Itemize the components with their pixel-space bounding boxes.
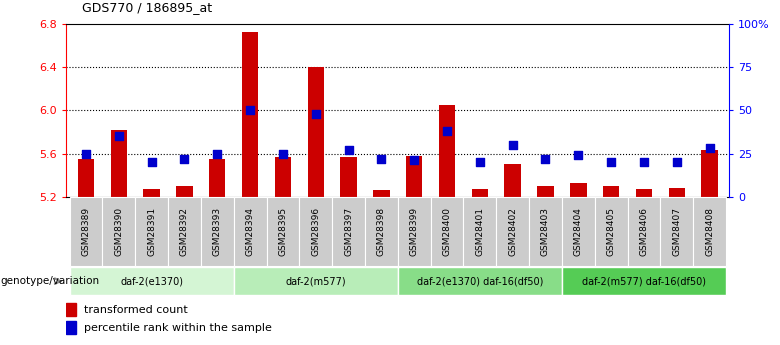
- Bar: [594, 197, 628, 266]
- Bar: [570, 183, 587, 197]
- Bar: [242, 32, 258, 197]
- Bar: [69, 267, 234, 295]
- Bar: [496, 197, 529, 266]
- Bar: [209, 159, 225, 197]
- Point: [506, 142, 519, 148]
- Bar: [693, 197, 726, 266]
- Bar: [398, 267, 562, 295]
- Bar: [373, 190, 389, 197]
- Bar: [562, 197, 594, 266]
- Bar: [603, 186, 619, 197]
- Bar: [636, 189, 652, 197]
- Bar: [439, 105, 456, 197]
- Text: GSM28391: GSM28391: [147, 207, 156, 256]
- Bar: [472, 189, 488, 197]
- Text: GSM28397: GSM28397: [344, 207, 353, 256]
- Text: GSM28403: GSM28403: [541, 207, 550, 256]
- Text: GSM28400: GSM28400: [442, 207, 452, 256]
- Bar: [529, 197, 562, 266]
- Text: GSM28392: GSM28392: [180, 207, 189, 256]
- Text: GSM28401: GSM28401: [475, 207, 484, 256]
- Point: [342, 147, 355, 153]
- Bar: [201, 197, 234, 266]
- Bar: [300, 197, 332, 266]
- Point: [145, 159, 158, 165]
- Bar: [431, 197, 463, 266]
- Text: daf-2(m577) daf-16(df50): daf-2(m577) daf-16(df50): [582, 276, 706, 286]
- Text: daf-2(e1370): daf-2(e1370): [120, 276, 183, 286]
- Text: GSM28395: GSM28395: [278, 207, 287, 256]
- Bar: [406, 156, 423, 197]
- Text: GSM28407: GSM28407: [672, 207, 681, 256]
- Text: genotype/variation: genotype/variation: [1, 276, 100, 286]
- Text: GSM28408: GSM28408: [705, 207, 714, 256]
- Bar: [111, 130, 127, 197]
- Text: GSM28390: GSM28390: [115, 207, 123, 256]
- Bar: [66, 322, 76, 334]
- Text: percentile rank within the sample: percentile rank within the sample: [84, 323, 271, 333]
- Bar: [463, 197, 496, 266]
- Bar: [661, 197, 693, 266]
- Bar: [398, 197, 431, 266]
- Text: GDS770 / 186895_at: GDS770 / 186895_at: [82, 1, 212, 14]
- Point: [244, 108, 257, 113]
- Bar: [267, 197, 300, 266]
- Bar: [340, 157, 356, 197]
- Text: GSM28398: GSM28398: [377, 207, 386, 256]
- Bar: [332, 197, 365, 266]
- Point: [408, 158, 420, 163]
- Point: [310, 111, 322, 117]
- Text: GSM28399: GSM28399: [410, 207, 419, 256]
- Point: [605, 159, 618, 165]
- Bar: [275, 157, 291, 197]
- Text: GSM28405: GSM28405: [607, 207, 615, 256]
- Bar: [135, 197, 168, 266]
- Point: [277, 151, 289, 156]
- Point: [572, 152, 584, 158]
- Point: [178, 156, 190, 161]
- Point: [211, 151, 224, 156]
- Point: [441, 128, 453, 134]
- Point: [375, 156, 388, 161]
- Text: GSM28393: GSM28393: [213, 207, 222, 256]
- Bar: [66, 304, 76, 316]
- Bar: [234, 267, 398, 295]
- Bar: [168, 197, 201, 266]
- Bar: [307, 67, 324, 197]
- Bar: [69, 197, 102, 266]
- Text: GSM28396: GSM28396: [311, 207, 321, 256]
- Text: GSM28406: GSM28406: [640, 207, 648, 256]
- Bar: [701, 150, 718, 197]
- Text: GSM28404: GSM28404: [574, 207, 583, 256]
- Bar: [176, 186, 193, 197]
- Text: daf-2(e1370) daf-16(df50): daf-2(e1370) daf-16(df50): [417, 276, 543, 286]
- Bar: [562, 267, 726, 295]
- Bar: [365, 197, 398, 266]
- Text: daf-2(m577): daf-2(m577): [285, 276, 346, 286]
- Point: [539, 156, 551, 161]
- Bar: [234, 197, 267, 266]
- Point: [112, 134, 125, 139]
- Point: [80, 151, 92, 156]
- Bar: [505, 164, 521, 197]
- Text: GSM28389: GSM28389: [81, 207, 90, 256]
- Point: [704, 146, 716, 151]
- Bar: [628, 197, 661, 266]
- Point: [671, 159, 683, 165]
- Point: [638, 159, 651, 165]
- Bar: [668, 188, 685, 197]
- Text: transformed count: transformed count: [84, 305, 188, 315]
- Bar: [78, 159, 94, 197]
- Point: [473, 159, 486, 165]
- Bar: [537, 186, 554, 197]
- Text: GSM28394: GSM28394: [246, 207, 254, 256]
- Bar: [102, 197, 135, 266]
- Text: GSM28402: GSM28402: [509, 207, 517, 256]
- Bar: [144, 189, 160, 197]
